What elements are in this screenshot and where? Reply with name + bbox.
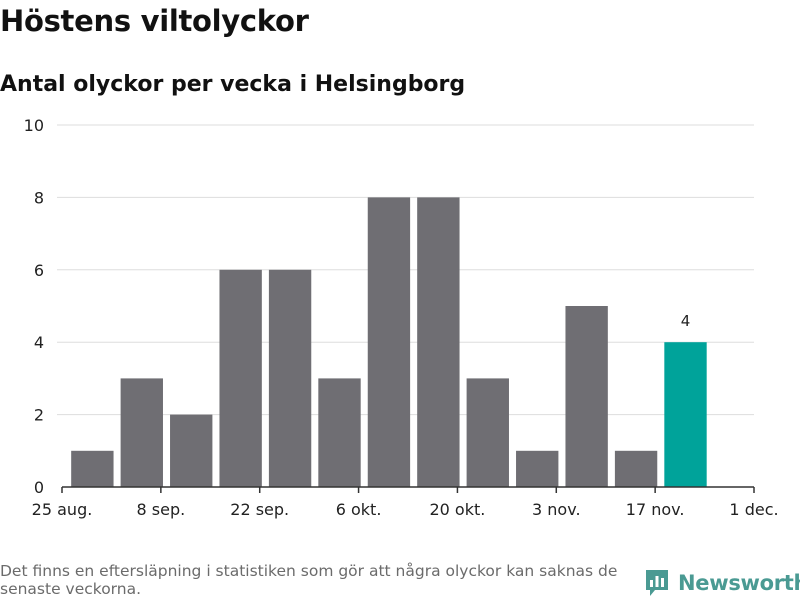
bar	[71, 450, 114, 487]
x-tick-label: 20 okt.	[429, 500, 485, 519]
bar	[565, 306, 608, 487]
bar	[417, 197, 460, 487]
y-tick-label: 4	[34, 333, 44, 352]
brand: Newsworthy	[644, 568, 800, 598]
x-tick-label: 17 nov.	[626, 500, 685, 519]
x-tick-label: 25 aug.	[32, 500, 93, 519]
bar	[367, 197, 411, 487]
bar	[268, 269, 312, 487]
y-tick-label: 8	[34, 188, 44, 207]
newsworthy-logo-icon	[646, 570, 668, 596]
x-tick-label: 3 nov.	[532, 500, 581, 519]
x-tick-label: 22 sep.	[230, 500, 289, 519]
y-tick-label: 10	[24, 116, 44, 135]
x-tick-label: 8 sep.	[137, 500, 186, 519]
bar-value-label: 4	[681, 312, 691, 330]
y-tick-label: 2	[34, 406, 44, 425]
bar	[170, 414, 213, 487]
bar	[516, 450, 559, 487]
bar	[219, 269, 262, 487]
bar	[120, 378, 163, 487]
x-tick-label: 6 okt.	[336, 500, 382, 519]
y-tick-label: 0	[34, 478, 44, 497]
bar	[614, 450, 658, 487]
bar	[466, 378, 509, 487]
chart-title: Höstens viltolyckor	[0, 4, 309, 38]
bar-chart: 0 2 4 6 8 10 4 25 aug. 8 sep. 22 sep. 6 okt. 20 okt…	[24, 116, 779, 519]
y-tick-label: 6	[34, 261, 44, 280]
chart-subtitle: Antal olyckor per vecka i Helsingborg	[0, 72, 466, 97]
highlighted-bar	[664, 342, 707, 487]
bar	[318, 378, 361, 487]
footnote: Det finns en eftersläpning i statistiken…	[0, 562, 618, 598]
brand-name: Newsworthy	[678, 571, 800, 595]
x-tick-label: 1 dec.	[729, 500, 778, 519]
